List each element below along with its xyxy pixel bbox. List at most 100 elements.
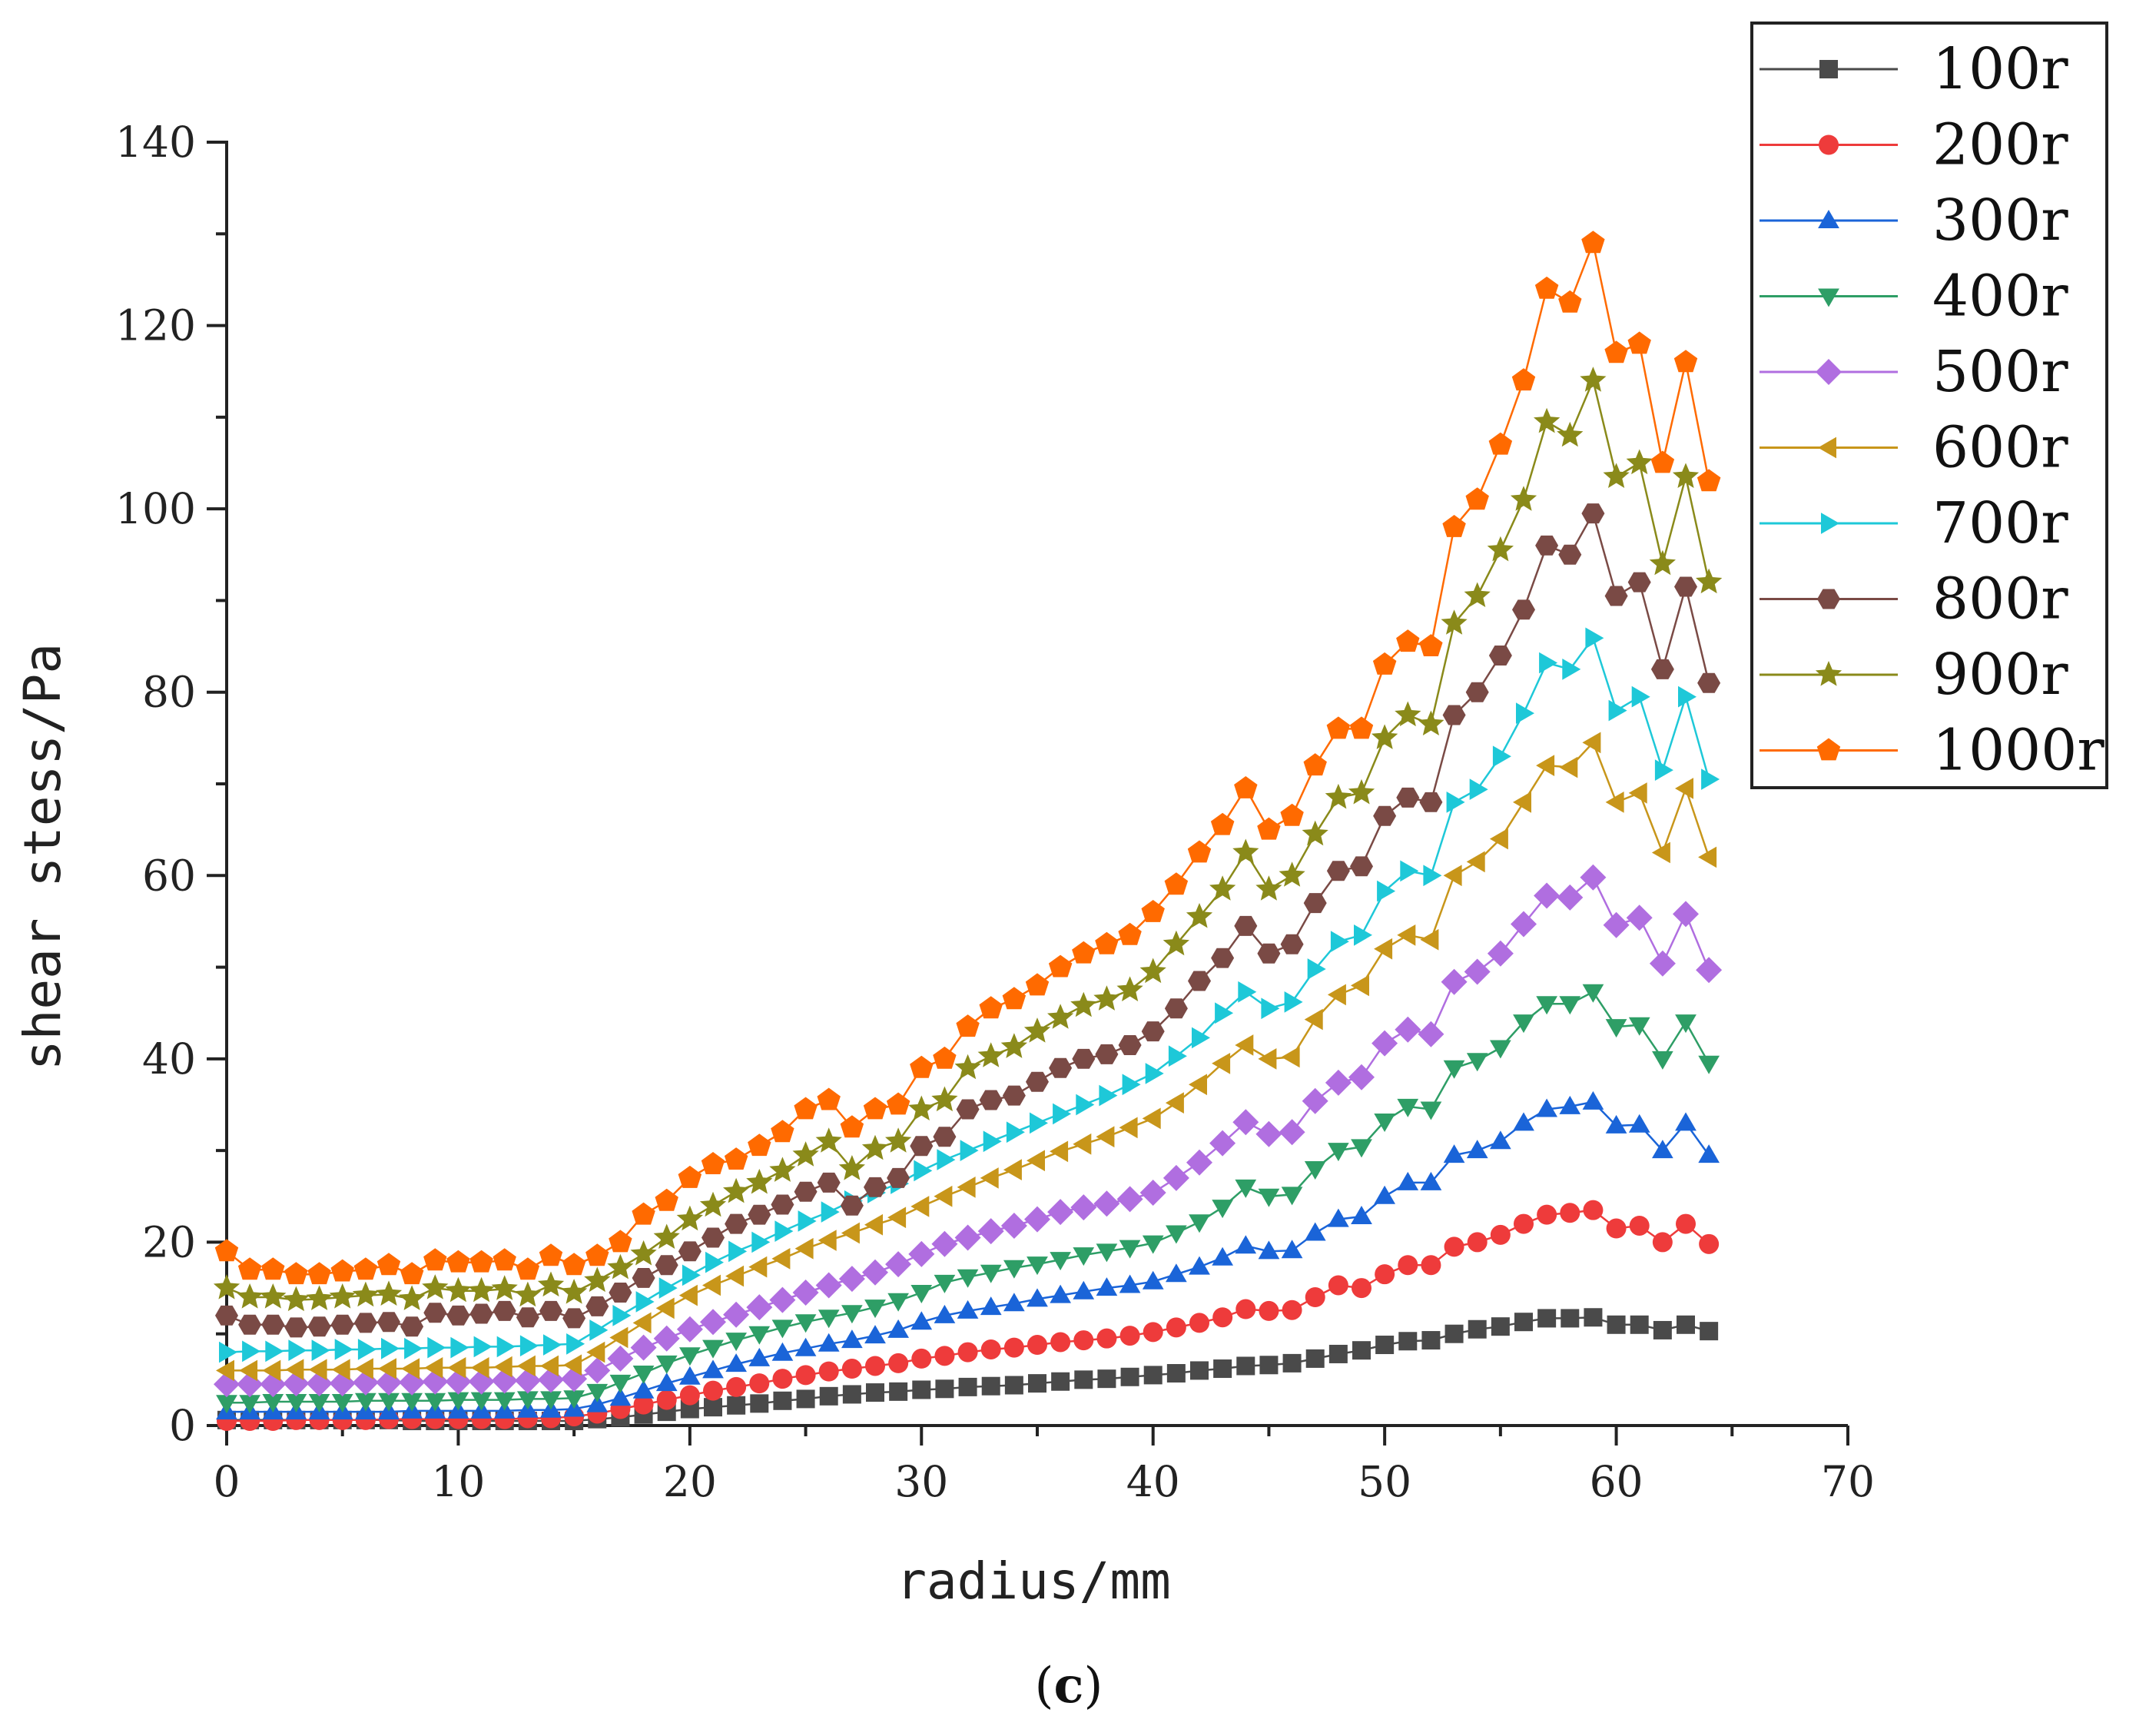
data-point-700r <box>728 1240 748 1263</box>
data-point-700r <box>774 1220 794 1242</box>
data-point-300r <box>841 1329 863 1349</box>
data-point-700r <box>1469 778 1488 800</box>
data-point-800r <box>817 1172 841 1193</box>
data-point-1000r <box>1025 973 1050 996</box>
data-point-500r <box>931 1230 958 1257</box>
data-point-200r <box>865 1356 885 1376</box>
x-tick-label: 60 <box>1590 1457 1643 1506</box>
legend-marker <box>1819 60 1838 78</box>
data-point-500r <box>1395 1016 1421 1043</box>
data-point-600r <box>1258 1048 1277 1070</box>
data-point-500r <box>1139 1180 1166 1206</box>
data-point-400r <box>794 1314 817 1333</box>
data-point-700r <box>1122 1074 1141 1096</box>
data-point-400r <box>632 1366 655 1384</box>
data-point-300r <box>1513 1112 1534 1131</box>
data-point-900r <box>792 1141 819 1167</box>
data-point-700r <box>1030 1112 1048 1134</box>
legend-label: 400r <box>1932 264 2068 330</box>
data-point-800r <box>1026 1071 1049 1092</box>
data-point-700r <box>751 1231 771 1253</box>
data-point-1000r <box>1072 941 1096 964</box>
data-point-700r <box>1284 991 1303 1013</box>
data-point-900r <box>723 1177 750 1203</box>
data-point-200r <box>795 1365 816 1386</box>
x-tick-label: 40 <box>1126 1457 1180 1506</box>
data-point-400r <box>1490 1040 1511 1059</box>
legend-marker <box>1815 661 1842 686</box>
data-point-300r <box>1466 1140 1488 1159</box>
legend-label: 800r <box>1932 566 2068 632</box>
data-point-500r <box>885 1251 912 1278</box>
data-point-700r <box>1423 865 1442 887</box>
data-point-900r <box>1000 1033 1027 1058</box>
data-point-400r <box>308 1394 330 1412</box>
data-point-300r <box>1605 1114 1627 1134</box>
data-point-400r <box>262 1394 284 1412</box>
data-point-1000r <box>1673 350 1698 373</box>
data-point-700r <box>1377 880 1396 902</box>
data-point-200r <box>1514 1213 1534 1234</box>
data-point-800r <box>1442 705 1466 725</box>
data-point-800r <box>215 1305 238 1326</box>
data-point-1000r <box>1511 368 1536 391</box>
data-point-100r <box>1584 1308 1603 1327</box>
data-point-1000r <box>585 1243 609 1266</box>
data-point-1000r <box>655 1188 678 1211</box>
data-point-500r <box>954 1224 981 1251</box>
data-point-500r <box>1673 901 1699 928</box>
data-point-700r <box>265 1340 284 1363</box>
data-point-200r <box>1421 1255 1441 1276</box>
data-point-600r <box>1165 1092 1184 1114</box>
data-point-600r <box>910 1196 930 1217</box>
data-point-200r <box>1003 1337 1024 1358</box>
data-point-400r <box>1605 1019 1627 1038</box>
data-point-400r <box>1536 996 1557 1015</box>
data-point-500r <box>1626 905 1653 931</box>
data-point-800r <box>238 1314 262 1335</box>
data-point-900r <box>653 1223 680 1249</box>
data-point-1000r <box>678 1165 702 1188</box>
data-point-500r <box>1070 1194 1097 1221</box>
series-700r <box>219 627 1720 1363</box>
series-900r <box>213 367 1723 1312</box>
data-point-100r <box>1514 1313 1533 1332</box>
data-point-800r <box>1072 1048 1096 1069</box>
data-point-900r <box>977 1042 1004 1067</box>
data-point-100r <box>1259 1356 1279 1375</box>
data-point-800r <box>516 1307 539 1328</box>
data-point-700r <box>1006 1121 1025 1144</box>
data-point-1000r <box>910 1055 934 1078</box>
data-point-800r <box>1350 856 1373 877</box>
data-point-1000r <box>933 1046 957 1069</box>
legend-label: 700r <box>1932 490 2068 556</box>
data-point-400r <box>1003 1260 1025 1279</box>
data-point-600r <box>1420 928 1439 951</box>
legend-entry-900r: 900r <box>1760 642 2068 708</box>
legend-label: 600r <box>1932 415 2068 481</box>
data-point-1000r <box>1303 753 1327 776</box>
y-tick-label: 100 <box>115 484 196 533</box>
data-point-1000r <box>1280 803 1304 826</box>
data-point-1000r <box>1257 817 1281 840</box>
data-point-400r <box>1328 1143 1349 1162</box>
data-point-800r <box>1373 805 1397 826</box>
data-point-400r <box>1582 984 1604 1003</box>
data-point-500r <box>815 1272 842 1299</box>
data-point-700r <box>1354 924 1372 946</box>
data-point-500r <box>1580 864 1607 891</box>
data-point-400r <box>864 1300 886 1319</box>
x-tick-label: 50 <box>1358 1457 1411 1506</box>
data-point-900r <box>584 1266 611 1293</box>
data-point-400r <box>1374 1114 1395 1132</box>
data-point-200r <box>633 1394 654 1415</box>
data-point-700r <box>1307 958 1326 980</box>
data-point-100r <box>1213 1359 1232 1379</box>
y-axis-title: shear stess/Pa <box>13 643 72 1070</box>
data-point-300r <box>1420 1171 1442 1190</box>
legend-entry-500r: 500r <box>1760 339 2068 405</box>
data-point-700r <box>1053 1103 1072 1125</box>
data-point-500r <box>1371 1030 1398 1057</box>
data-point-100r <box>1166 1364 1186 1383</box>
